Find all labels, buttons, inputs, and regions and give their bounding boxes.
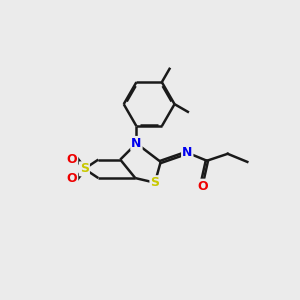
Text: N: N bbox=[182, 146, 192, 159]
Text: O: O bbox=[197, 180, 208, 193]
Text: N: N bbox=[131, 137, 142, 150]
Text: O: O bbox=[67, 172, 77, 185]
Text: S: S bbox=[80, 162, 89, 175]
Text: O: O bbox=[67, 153, 77, 166]
Text: S: S bbox=[150, 176, 159, 189]
